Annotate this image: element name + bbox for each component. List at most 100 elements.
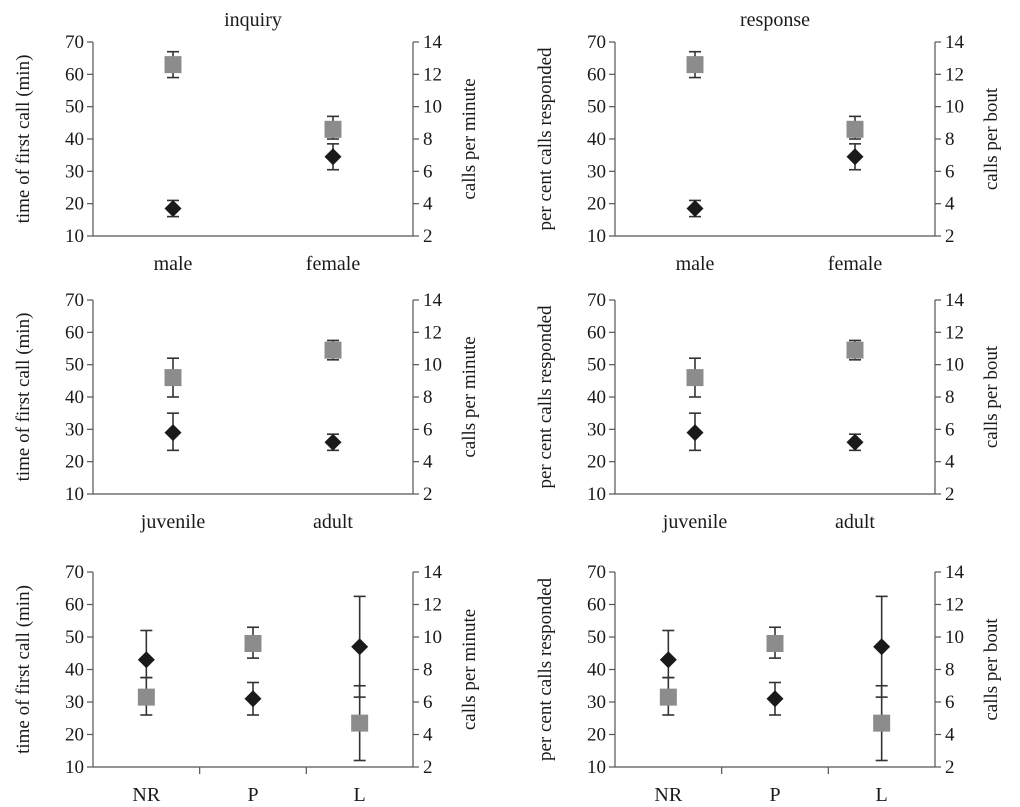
right-tick-label: 8	[945, 129, 955, 150]
left-tick-label: 10	[65, 226, 84, 247]
y2-axis-label: calls per bout	[981, 345, 1002, 448]
square-marker	[351, 714, 369, 732]
diamond-marker	[244, 690, 262, 708]
right-tick-label: 10	[423, 627, 442, 648]
right-tick-label: 6	[945, 692, 955, 713]
right-tick-label: 8	[423, 387, 433, 408]
category-label: juvenile	[662, 511, 728, 533]
right-tick-label: 14	[423, 562, 443, 583]
left-tick-label: 30	[587, 419, 606, 440]
y2-axis-label: calls per minute	[459, 336, 480, 457]
diamond-marker	[324, 433, 342, 451]
category-label: L	[876, 784, 888, 806]
category-label: P	[769, 784, 780, 806]
left-tick-label: 50	[65, 627, 84, 648]
right-tick-label: 6	[945, 161, 955, 182]
left-tick-label: 20	[587, 725, 606, 746]
left-tick-label: 20	[65, 452, 84, 473]
left-tick-label: 30	[587, 161, 606, 182]
right-tick-label: 2	[423, 484, 433, 505]
right-tick-label: 6	[423, 692, 433, 713]
left-tick-label: 70	[65, 562, 84, 583]
square-marker	[686, 56, 704, 74]
right-tick-label: 12	[945, 64, 964, 85]
right-tick-label: 2	[945, 484, 955, 505]
category-label: P	[247, 784, 258, 806]
square-marker	[873, 714, 891, 732]
left-tick-label: 50	[65, 97, 84, 118]
diamond-marker	[324, 148, 342, 166]
left-tick-label: 10	[587, 484, 606, 505]
right-tick-label: 8	[423, 129, 433, 150]
left-tick-label: 20	[587, 194, 606, 215]
left-tick-label: 60	[587, 595, 606, 616]
right-tick-label: 14	[945, 562, 965, 583]
right-tick-label: 4	[945, 725, 955, 746]
square-marker	[686, 369, 704, 387]
left-tick-label: 50	[587, 355, 606, 376]
square-marker	[244, 635, 262, 652]
category-label: male	[676, 253, 715, 275]
right-tick-label: 10	[423, 97, 442, 118]
diamond-marker	[686, 424, 704, 442]
left-tick-label: 30	[65, 161, 84, 182]
right-tick-label: 4	[423, 194, 433, 215]
square-marker	[324, 120, 342, 138]
right-tick-label: 6	[423, 419, 433, 440]
left-tick-label: 10	[65, 757, 84, 778]
right-tick-label: 12	[423, 322, 442, 343]
chart-panel-1: 10 20 30 40 50 60 70 2 4 6 8 10 12 14 male female respon…	[535, 9, 1002, 275]
category-label: L	[354, 784, 366, 806]
chart-panel-2: 10 20 30 40 50 60 70 2 4 6 8 10 12 14 juvenile adult tim…	[13, 290, 480, 533]
right-tick-label: 4	[945, 194, 955, 215]
square-marker	[766, 635, 784, 652]
category-label: NR	[132, 784, 160, 806]
right-tick-label: 6	[423, 161, 433, 182]
left-tick-label: 20	[65, 725, 84, 746]
chart-panel-0: 10 20 30 40 50 60 70 2 4 6 8 10 12 14 male female inquir…	[13, 9, 480, 275]
left-tick-label: 30	[587, 692, 606, 713]
y2-axis-label: calls per minute	[459, 609, 480, 730]
right-tick-label: 4	[423, 452, 433, 473]
right-tick-label: 14	[423, 32, 443, 53]
y2-axis-label: calls per minute	[459, 78, 480, 199]
left-tick-label: 40	[587, 129, 606, 150]
y2-axis-label: calls per bout	[981, 87, 1002, 190]
left-tick-label: 70	[65, 32, 84, 53]
diamond-marker	[766, 690, 784, 708]
right-tick-label: 14	[945, 32, 965, 53]
left-tick-label: 60	[65, 64, 84, 85]
diamond-marker	[137, 651, 155, 669]
diamond-marker	[686, 200, 704, 218]
left-tick-label: 60	[65, 595, 84, 616]
right-tick-label: 8	[423, 660, 433, 681]
square-marker	[164, 369, 182, 387]
square-marker	[659, 688, 677, 706]
left-tick-label: 50	[65, 355, 84, 376]
left-tick-label: 30	[65, 419, 84, 440]
y-axis-label: time of first call (min)	[13, 585, 34, 754]
y-axis-label: per cent calls responded	[535, 47, 556, 231]
diamond-marker	[846, 433, 864, 451]
y-axis-label: time of first call (min)	[13, 313, 34, 482]
right-tick-label: 6	[945, 419, 955, 440]
left-tick-label: 70	[587, 290, 606, 311]
right-tick-label: 10	[945, 97, 964, 118]
left-tick-label: 70	[65, 290, 84, 311]
diamond-marker	[164, 200, 182, 218]
right-tick-label: 10	[423, 355, 442, 376]
left-tick-label: 70	[587, 32, 606, 53]
right-tick-label: 2	[423, 757, 433, 778]
left-tick-label: 40	[587, 387, 606, 408]
right-tick-label: 4	[423, 725, 433, 746]
left-tick-label: 60	[65, 322, 84, 343]
left-tick-label: 50	[587, 97, 606, 118]
diamond-marker	[659, 651, 677, 669]
right-tick-label: 10	[945, 627, 964, 648]
left-tick-label: 10	[587, 226, 606, 247]
right-tick-label: 8	[945, 660, 955, 681]
y-axis-label: time of first call (min)	[13, 55, 34, 224]
diamond-marker	[873, 638, 891, 656]
left-tick-label: 60	[587, 322, 606, 343]
